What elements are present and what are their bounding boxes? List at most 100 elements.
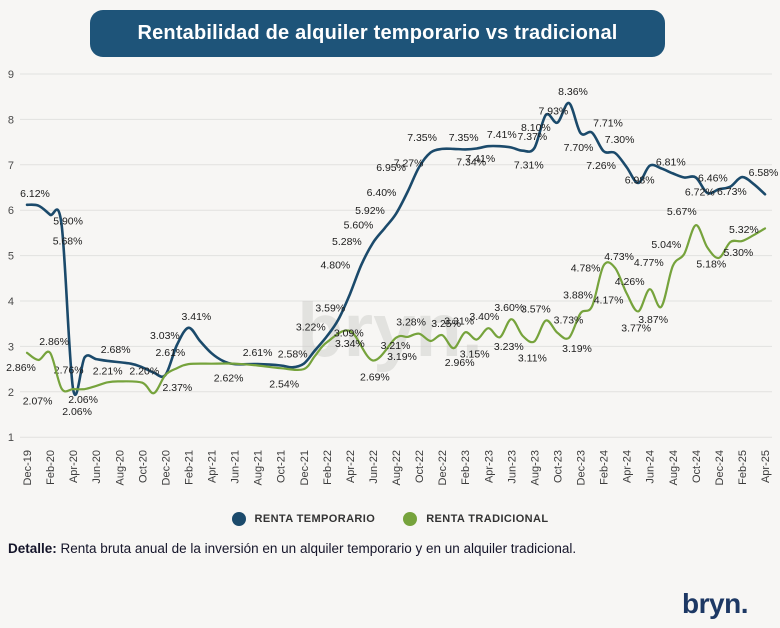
legend-dot-temporario-icon: [231, 512, 246, 526]
data-point-label: 3.60%: [494, 302, 524, 314]
x-tick-label: Aug-21: [253, 450, 265, 485]
data-point-label: 8.36%: [558, 86, 588, 98]
x-tick-label: Oct-22: [414, 450, 426, 483]
x-tick-label: Oct-21: [276, 450, 288, 483]
x-tick-label: Dec-22: [437, 450, 449, 485]
legend-item-tradicional: RENTA TRADICIONAL: [403, 512, 548, 526]
data-point-label: 4.17%: [594, 294, 624, 306]
x-tick-label: Feb-24: [599, 450, 611, 485]
bryn-logo: bryn.: [682, 588, 748, 619]
x-tick-label: Feb-20: [45, 450, 57, 485]
x-tick-label: Aug-24: [668, 450, 680, 485]
data-point-label: 7.31%: [514, 160, 544, 172]
data-point-label: 2.62%: [214, 373, 244, 385]
data-point-label: 3.19%: [387, 351, 417, 363]
y-tick-label: 9: [8, 69, 14, 81]
data-point-label: 2.06%: [62, 406, 92, 418]
x-tick-label: Apr-24: [622, 450, 634, 483]
footnote-label: Detalle:: [8, 541, 57, 556]
data-point-label: 3.88%: [563, 289, 593, 301]
y-tick-label: 1: [8, 432, 14, 444]
data-point-label: 3.25%: [431, 318, 461, 330]
data-point-label: 3.31%: [444, 315, 474, 327]
data-point-label: 2.61%: [156, 347, 186, 359]
chart-title: Rentabilidad de alquiler temporario vs t…: [137, 22, 618, 44]
chart-footnote: Detalle: Renta bruta anual de la inversi…: [8, 541, 772, 556]
line-chart: 9 8 7 6 5 4 3 2 1 bryn. Dec-19 Feb-20 Apr-20 Jun-20 Au…: [6, 69, 779, 485]
x-tick-label: Oct-24: [691, 450, 703, 483]
data-point-label: 3.09%: [334, 327, 364, 339]
data-point-label: 7.35%: [449, 132, 479, 144]
x-tick-label: Jun-20: [91, 450, 103, 484]
data-point-label: 3.87%: [638, 314, 668, 326]
x-tick-label: Oct-23: [552, 450, 564, 483]
data-point-label: 6.40%: [367, 187, 397, 199]
data-point-label: 6.46%: [698, 172, 728, 184]
watermark: bryn.: [297, 288, 483, 373]
data-point-label: 7.34%: [456, 156, 486, 168]
data-point-label: 7.27%: [394, 158, 424, 170]
x-tick-label: Feb-25: [737, 450, 749, 485]
data-point-label: 7.30%: [605, 134, 635, 146]
data-point-label: 3.23%: [494, 341, 524, 353]
legend-label-temporario: RENTA TEMPORARIO: [254, 513, 376, 525]
series-line-tradicional: [25, 224, 767, 395]
y-tick-label: 4: [8, 296, 14, 308]
data-point-label: 6.72%: [685, 187, 715, 199]
x-tick-label: Aug-23: [529, 450, 541, 485]
data-point-label: 2.06%: [68, 394, 98, 406]
x-tick-label: Dec-19: [22, 450, 34, 485]
data-point-label: 5.28%: [332, 236, 362, 248]
data-point-label: 2.86%: [39, 336, 69, 348]
data-point-label: 5.30%: [724, 247, 754, 259]
x-tick-label: Apr-21: [207, 450, 219, 483]
x-tick-label: Aug-20: [114, 450, 126, 485]
data-point-label: 3.11%: [518, 352, 547, 364]
data-point-label: 2.21%: [93, 365, 123, 377]
data-point-label: 3.34%: [335, 338, 365, 350]
data-point-label: 6.73%: [717, 186, 747, 198]
data-point-label: 7.41%: [465, 153, 495, 165]
x-tick-label: Jun-24: [645, 450, 657, 484]
data-point-label: 2.96%: [445, 357, 475, 369]
data-point-label: 5.18%: [696, 258, 726, 270]
data-point-label: 3.28%: [396, 317, 426, 329]
y-tick-label: 2: [8, 387, 14, 399]
x-tick-label: Apr-20: [68, 450, 80, 483]
data-point-label: 2.54%: [269, 378, 299, 390]
data-point-label: 6.98%: [625, 175, 655, 187]
y-tick-label: 3: [8, 341, 14, 353]
y-tick-label: 5: [8, 251, 14, 263]
series-line-temporario: [25, 101, 767, 396]
data-point-label: 3.03%: [150, 330, 180, 342]
x-tick-label: Dec-23: [576, 450, 588, 485]
data-point-label: 3.21%: [381, 340, 411, 352]
data-point-label: 5.67%: [667, 206, 697, 218]
data-point-label: 3.22%: [296, 321, 326, 333]
data-point-label: 7.93%: [539, 106, 569, 118]
data-point-label: 3.59%: [315, 303, 345, 315]
x-tick-label: Dec-24: [714, 450, 726, 485]
x-tick-label: Apr-25: [760, 450, 772, 483]
data-point-label: 3.41%: [182, 311, 212, 323]
data-point-label: 7.41%: [487, 129, 517, 141]
data-point-label: 3.15%: [460, 349, 490, 361]
data-point-label: 4.78%: [571, 263, 601, 275]
x-tick-label: Feb-22: [322, 450, 334, 485]
y-tick-label: 7: [8, 160, 14, 172]
data-point-label: 5.92%: [355, 205, 385, 217]
data-point-label: 6.12%: [20, 188, 50, 200]
data-point-label: 2.37%: [163, 382, 193, 394]
data-point-label: 5.90%: [53, 216, 83, 228]
y-tick-label: 6: [8, 205, 14, 217]
x-tick-label: Oct-20: [137, 450, 149, 483]
data-point-label: 6.58%: [749, 167, 779, 179]
data-point-label: 5.60%: [344, 219, 374, 231]
x-tick-label: Feb-23: [460, 450, 472, 485]
footnote-text: Renta bruta anual de la inversión en un …: [56, 541, 577, 556]
data-point-label: 3.40%: [469, 311, 499, 323]
data-point-label: 2.20%: [129, 366, 159, 378]
data-point-label: 7.71%: [593, 118, 623, 130]
data-point-label: 2.68%: [101, 344, 131, 356]
legend-dot-tradicional-icon: [403, 512, 418, 526]
